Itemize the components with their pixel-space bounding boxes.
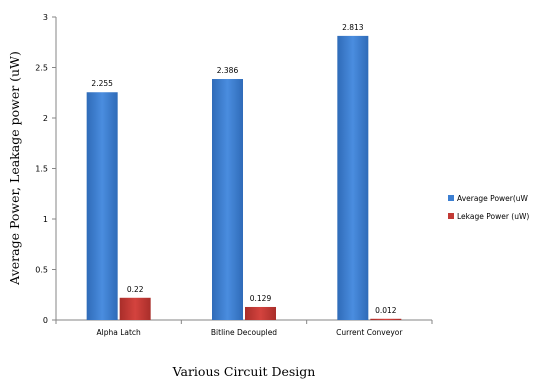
y-tick-label: 0	[43, 316, 48, 325]
data-label-lekage-power-uw-bitline-decoupled: 0.129	[250, 294, 272, 303]
y-tick-label: 3	[43, 13, 48, 22]
x-category-label-bitline-decoupled: Bitline Decoupled	[211, 328, 277, 337]
y-tick-label: 1	[43, 215, 48, 224]
bar-average-power-uw-bitline-decoupled	[212, 79, 243, 320]
bar-average-power-uw-current-conveyor	[337, 35, 369, 321]
legend: Average Power(uW Lekage Power (uW)	[448, 194, 529, 221]
legend-swatch-lekage-power-uw	[448, 213, 454, 219]
bar-lekage-power-uw-alpha-latch	[119, 297, 151, 320]
legend-label-lekage-power-uw: Lekage Power (uW)	[457, 212, 529, 221]
y-tick-label: 2	[43, 114, 48, 123]
y-axis: 0 0.5 1 1.5 2 2.5 3	[35, 13, 57, 325]
legend-swatch-average-power-uw	[448, 195, 454, 201]
x-category-label-alpha-latch: Alpha Latch	[97, 328, 142, 337]
x-category-label-current-conveyor: Current Conveyor	[336, 328, 403, 337]
data-label-average-power-uw-alpha-latch: 2.255	[91, 79, 113, 88]
data-label-lekage-power-uw-current-conveyor: 0.012	[375, 306, 397, 315]
y-tick-label: 0.5	[35, 266, 48, 275]
data-label-average-power-uw-current-conveyor: 2.813	[342, 23, 364, 32]
bar-average-power-uw-alpha-latch	[86, 92, 118, 321]
y-axis-title: Average Power, Leakage power (uW)	[7, 51, 22, 286]
x-axis: Alpha Latch Bitline Decoupled Current Conv…	[55, 319, 433, 337]
data-label-average-power-uw-bitline-decoupled: 2.386	[217, 66, 239, 75]
y-tick-label: 2.5	[35, 64, 48, 73]
data-label-lekage-power-uw-alpha-latch: 0.22	[127, 285, 144, 294]
bar-lekage-power-uw-bitline-decoupled	[245, 306, 276, 320]
x-axis-title: Various Circuit Design	[172, 364, 316, 379]
legend-label-average-power-uw: Average Power(uW	[457, 194, 529, 203]
y-tick-label: 1.5	[35, 165, 48, 174]
bar-lekage-power-uw-current-conveyor	[370, 318, 402, 320]
